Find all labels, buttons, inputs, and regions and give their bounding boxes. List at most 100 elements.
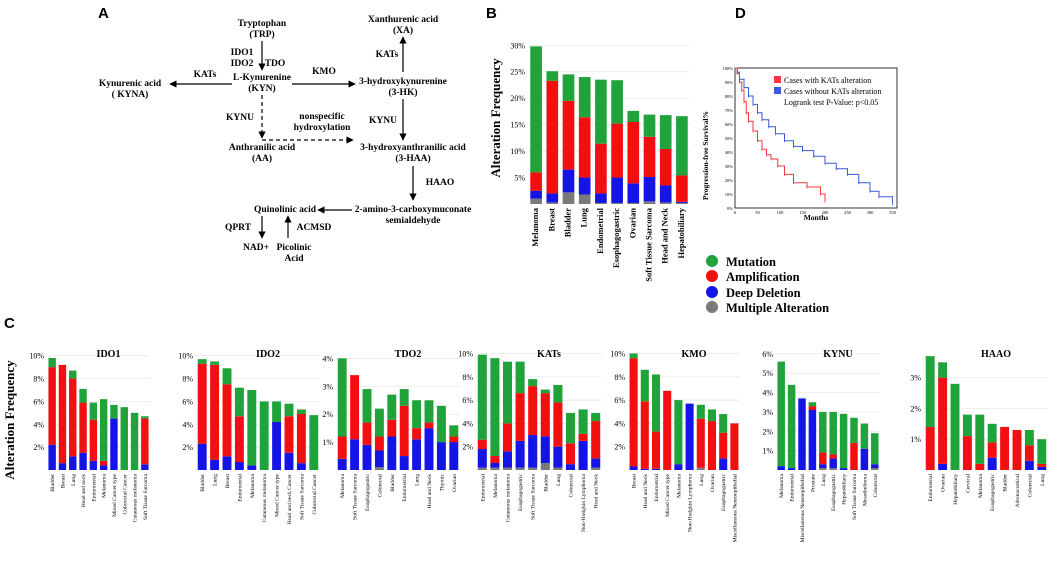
bar-esophagogastric-amplification [987,442,997,458]
bar-prostate-mutation [808,402,817,407]
node-acms-2: semialdehyde [386,216,441,226]
enzyme-tdo: TDO [265,59,286,69]
x-tick-label: Colorectal Cancer [122,474,128,515]
bar-bladder-amplification [562,100,575,170]
node-xa-abbr: (XA) [393,25,413,36]
bar-hepatobiliary-deep-deletion [839,468,848,470]
node-xa: Xanthurenic acid [368,15,439,25]
y-tick-label: 6% [462,396,473,405]
pathway-diagram: Tryptophan (TRP) IDO1 IDO2 TDO L-Kynuren… [99,15,472,264]
bar-melanoma-deep-deletion [99,465,108,470]
x-tick-label: Lung [213,474,219,486]
bar-lung-amplification [210,364,220,460]
x-tick-label: Esophagogastric [990,473,996,510]
enzyme-qprt: QPRT [225,223,252,233]
km-x-tick-label: 100 [777,210,785,215]
bar-melanoma-mutation [490,358,500,457]
x-tick-label: Lung [699,474,705,486]
x-tick-label: Cervical [965,474,971,493]
y-axis-label: Alteration Frequency [2,360,17,480]
x-tick-label: Melanoma [102,473,108,497]
bar-endometrial-deep-deletion [89,460,98,470]
node-kyna-abbr: ( KYNA) [112,89,149,100]
x-tick-label: Endometrial [790,474,796,502]
bar-esophagogastric-deep-deletion [987,457,997,470]
bar-soft-tissue-sarcoma-mutation [296,409,306,414]
x-tick-label: Breast [632,474,638,489]
y-tick-label: 1% [910,435,921,444]
bar-cervical-mutation [962,414,972,437]
bar-endometrial-amplification [399,405,409,457]
bar-ovarian-amplification [938,377,948,464]
bar-colorectal-deep-deletion [565,464,576,470]
bar-non-hodgkin-lymphoma-deep-deletion [578,440,588,470]
y-axis-label: Alteration Frequency [488,58,503,178]
bar-head-and-neck-amplification [659,148,672,186]
y-tick-label: 2% [614,443,625,452]
x-tick-label: Soft Tissue Sarcoma [851,473,858,520]
bar-soft-tissue-sarcoma-amplification [296,414,306,464]
bar-endometrial-amplification [651,431,661,469]
y-tick-label: 4% [614,419,625,428]
bar-ovarian-deep-deletion [938,463,948,470]
bar-breast-amplification [546,80,559,194]
x-tick-label: Soft Tissue Sarcoma [142,473,149,520]
y-tick-label: 4% [462,419,473,428]
bar-melanoma-multiple-alteration [530,198,542,204]
x-tick-label: Head and Neck [427,474,433,509]
y-tick-label: 2% [33,443,44,452]
x-tick-label: Mixed Cancer type [275,473,281,516]
bar-soft-tissue-sarcoma-mutation [528,379,538,387]
bar-melanoma-amplification [530,172,542,191]
x-tick-label: Cutaneous melanoma [133,473,139,522]
y-tick-label: 2% [910,404,921,413]
km-y-tick-label: 40% [725,150,734,155]
bar-bladder-deep-deletion [562,169,575,193]
bar-melanoma-mutation [530,46,542,173]
y-tick-label: 10% [29,352,44,361]
bar-esophagogastric-deep-deletion [829,458,837,469]
bar-head-and-neck-deep-deletion [79,452,87,470]
node-tryptophan: Tryptophan [238,19,287,29]
bar-ovarian-mutation [938,362,948,378]
bar-bladder-multiple-alteration [540,463,550,470]
bar-colorectal-deep-deletion [374,450,384,468]
bar-colorectal-multiple-alteration [374,467,384,470]
x-tick-label: Hepatobiliary [953,474,959,505]
bar-lung-multiple-alteration [819,468,827,470]
panel-label-c: C [4,315,15,332]
x-tick-label: Adrenocortical [1015,474,1021,508]
km-y-tick-label: 80% [725,94,734,99]
km-legend-with: Cases with KATs alteration [784,76,871,85]
bar-endometrial-amplification [89,419,98,461]
chart-title: KATs [537,349,561,360]
x-tick-label: Melanoma [978,473,984,497]
node-kyna: Kynurenic acid [99,79,162,89]
bar-bladder-deep-deletion [197,443,207,470]
bar-endometrial-multiple-alteration [595,202,607,204]
bar-bladder-deep-deletion [48,444,56,470]
bar-bladder-mutation [387,394,397,420]
bar-mixed-cancer-type-deep-deletion [272,422,282,470]
bar-lung-mutation [578,77,591,118]
x-tick-label: Head and Neck [643,474,649,509]
x-tick-label: Head and Neck [594,474,600,509]
km-logrank: Logrank test P-Value: p<0.05 [784,98,878,107]
bar-endometrial-amplification [234,416,244,462]
bar-head-and-neck-cancer-mutation [284,403,294,417]
y-tick-label: 3% [762,408,773,417]
y-tick-label: 6% [614,396,625,405]
bar-endometrial-mutation [89,402,98,420]
x-tick-label: Melanoma [250,473,256,497]
x-tick-label: Hepatobiliary [842,474,848,505]
x-tick-label: Endometrial [91,474,97,502]
legend-swatch-deep-deletion [706,286,718,298]
enzyme-kats-2: KATs [376,50,399,60]
bar-melanoma-amplification [337,436,347,459]
y-tick-label: 10% [458,349,473,358]
bar-bladder-amplification [387,419,397,437]
node-tryptophan-abbr: (TRP) [249,29,274,40]
bar-bladder-multiple-alteration [562,192,575,204]
chart-title: KYNU [823,349,852,360]
